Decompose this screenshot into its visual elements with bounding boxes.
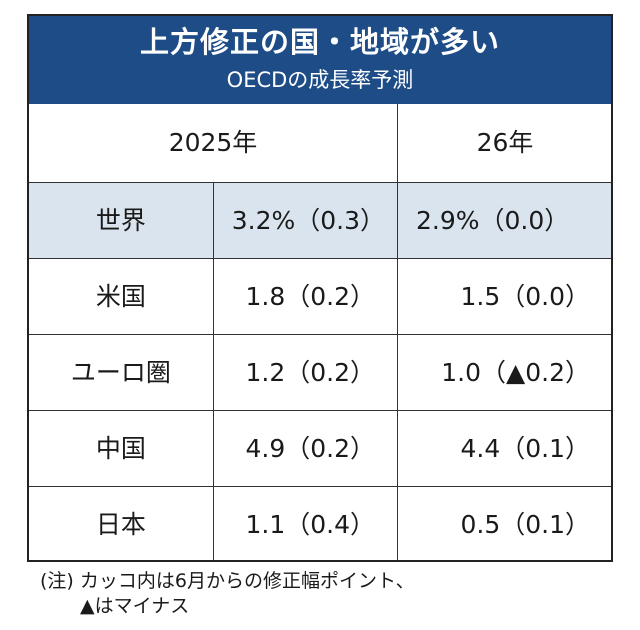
table-subtitle: OECDの成長率予測: [226, 68, 414, 92]
value-2026: 2.9%（0.0）: [397, 182, 611, 259]
value-2026: 1.0（▲0.2）: [397, 334, 611, 411]
table-row-eurozone: ユーロ圏 1.2（0.2） 1.0（▲0.2）: [29, 334, 611, 411]
footnote-line-1: (注) カッコ内は6月からの修正幅ポイント、: [40, 570, 415, 592]
value-2025: 1.2（0.2）: [212, 334, 399, 411]
region-label: 世界: [29, 182, 214, 259]
column-header-2025: 2025年: [29, 104, 398, 183]
region-label: 米国: [29, 258, 214, 335]
table-row-japan: 日本 1.1（0.4） 0.5（0.1）: [29, 486, 611, 560]
growth-forecast-table: 2025年 26年 世界 3.2%（0.3） 2.9%（0.0） 米国 1.8（…: [29, 104, 611, 560]
value-2025: 1.1（0.4）: [212, 486, 399, 560]
footnote: (注) カッコ内は6月からの修正幅ポイント、 ▲はマイナス: [40, 569, 415, 619]
value-2026: 1.5（0.0）: [397, 258, 611, 335]
value-2025: 3.2%（0.3）: [212, 182, 399, 259]
value-2026: 4.4（0.1）: [397, 410, 611, 487]
table-row-us: 米国 1.8（0.2） 1.5（0.0）: [29, 258, 611, 335]
table-frame: 上方修正の国・地域が多い OECDの成長率予測 2025年 26年 世界 3.2…: [27, 14, 613, 562]
region-label: 中国: [29, 410, 214, 487]
column-header-2026: 26年: [397, 104, 611, 183]
value-2025: 1.8（0.2）: [212, 258, 399, 335]
table-row-china: 中国 4.9（0.2） 4.4（0.1）: [29, 410, 611, 487]
value-2025: 4.9（0.2）: [212, 410, 399, 487]
table-header: 上方修正の国・地域が多い OECDの成長率予測: [29, 16, 611, 104]
table-title: 上方修正の国・地域が多い: [139, 25, 500, 59]
table-row-world: 世界 3.2%（0.3） 2.9%（0.0）: [29, 182, 611, 259]
region-label: ユーロ圏: [29, 334, 214, 411]
region-label: 日本: [29, 486, 214, 560]
footnote-line-2: ▲はマイナス: [80, 595, 190, 617]
value-2026: 0.5（0.1）: [397, 486, 611, 560]
column-header-row: 2025年 26年: [29, 104, 611, 183]
